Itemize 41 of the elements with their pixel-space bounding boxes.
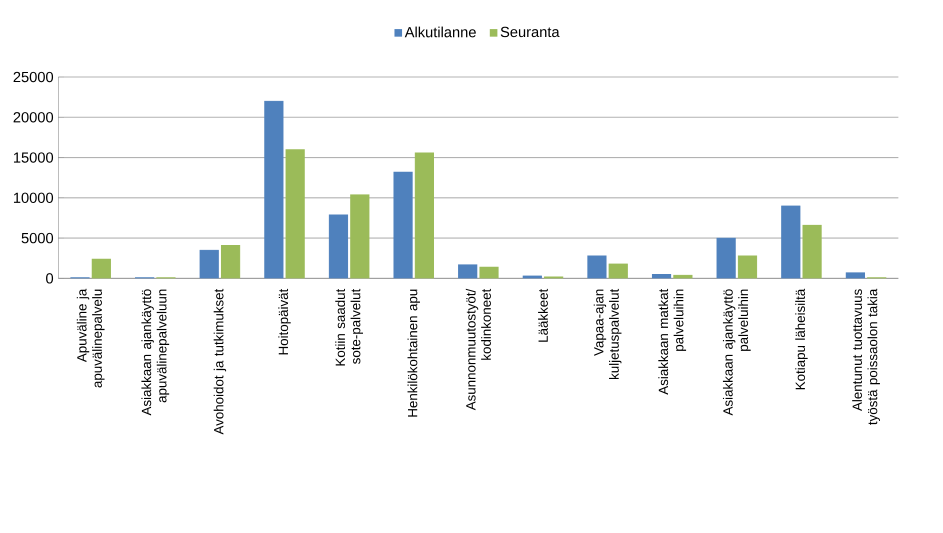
y-tick-label: 25000 [14, 72, 54, 82]
bar [479, 266, 499, 278]
x-tick-label: Kotiin saadut sote-palvelut [335, 288, 364, 366]
bar [738, 256, 758, 278]
y-tick-label: 20000 [14, 112, 54, 122]
bar [350, 194, 370, 278]
x-tick-label: Avohoidot ja tutkimukset [214, 288, 226, 434]
bar [652, 274, 672, 278]
bar [286, 149, 305, 278]
bar [802, 224, 822, 278]
y-tick-label: 5000 [22, 232, 54, 244]
x-tick-label: Alentunut tuottavuus työstä poissaolon takia [852, 288, 880, 425]
x-tick-label: Asiakkaan ajankäyttö palveluihin [722, 289, 751, 416]
bar [608, 264, 628, 278]
x-tick-label: Asiakkaan matkat palveluihin [658, 288, 686, 395]
legend-label: Alkutilanne [404, 26, 476, 38]
x-tick-label: Vapaa-ajan kuljetuspalvelut [594, 288, 622, 379]
x-tick-label: Hoitopäivät [278, 288, 291, 354]
bar [92, 258, 111, 278]
bar [220, 245, 240, 278]
x-tick-label: Lääkkeet [538, 288, 548, 342]
bar [414, 152, 434, 278]
x-tick-label: Asiakkaan ajankäyttö apuvälinepalveluun [141, 289, 170, 416]
bar [587, 256, 607, 278]
bar [458, 264, 478, 278]
x-tick-label: Asunnonmuutostyöt/ kodinkoneet [466, 288, 491, 410]
y-tick-label: 15000 [14, 152, 54, 163]
bar [716, 238, 736, 278]
y-tick-label: 0 [46, 273, 54, 284]
bar [522, 276, 542, 278]
bar [328, 214, 348, 278]
bar [264, 100, 284, 278]
bar [393, 172, 413, 278]
bar [846, 272, 865, 278]
bar [200, 250, 219, 278]
x-tick-label: Kotiapu läheisiltä [795, 288, 808, 390]
legend-label: Seuranta [500, 26, 560, 38]
bar [781, 206, 800, 278]
x-tick-label: Henkilökohtainen apu [408, 290, 420, 417]
y-tick-label: 10000 [14, 192, 54, 203]
x-tick-label: Apuväline ja apuvälinepalvelu [76, 288, 105, 388]
